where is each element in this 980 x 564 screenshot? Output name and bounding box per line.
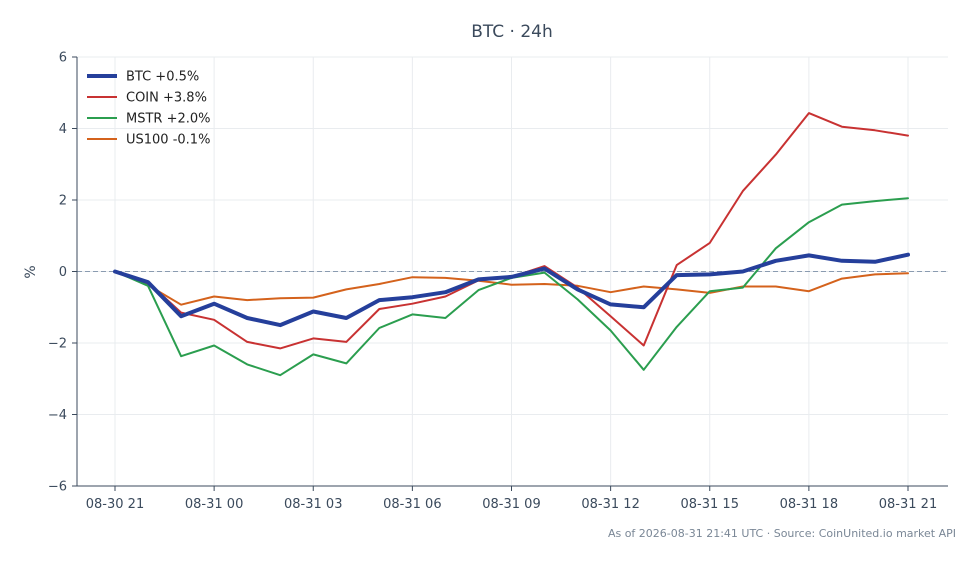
- x-tick-label: 08-31 00: [185, 497, 243, 512]
- series-line: [113, 252, 910, 328]
- series-line: [114, 270, 909, 306]
- x-tick-label: 08-31 15: [681, 497, 739, 512]
- x-tick-label: 08-31 03: [284, 497, 342, 512]
- legend-label: US100 -0.1%: [126, 133, 210, 148]
- y-tick-label: 6: [59, 51, 67, 66]
- legend-label: COIN +3.8%: [126, 91, 207, 106]
- legend: BTC +0.5% COIN +3.8% MSTR +2.0% US100 -0.1%: [87, 70, 211, 148]
- x-tick-label: 08-31 09: [482, 497, 540, 512]
- y-tick-label: 2: [59, 194, 67, 209]
- legend-label: MSTR +2.0%: [126, 112, 211, 127]
- y-tick-labels: 6 4 2 0 −2 −4 −6: [48, 51, 77, 495]
- legend-label: BTC +0.5%: [126, 70, 199, 85]
- x-tick-label: 08-31 18: [780, 497, 838, 512]
- y-tick-label: −2: [48, 337, 67, 352]
- y-tick-label: 4: [59, 122, 67, 137]
- x-tick-labels: 08-30 21 08-31 00 08-31 03 08-31 06 08-31 09…: [86, 486, 937, 512]
- x-tick-label: 08-31 06: [383, 497, 441, 512]
- x-tick-label: 08-30 21: [86, 497, 144, 512]
- y-axis-label: %: [23, 265, 39, 278]
- x-tick-label: 08-31 21: [879, 497, 937, 512]
- y-tick-label: 0: [59, 265, 67, 280]
- footer-source-note: As of 2026-08-31 21:41 UTC · Source: Coi…: [608, 527, 956, 540]
- chart-title: BTC · 24h: [471, 22, 553, 42]
- x-tick-label: 08-31 12: [581, 497, 639, 512]
- y-tick-label: −6: [48, 480, 67, 495]
- y-tick-label: −4: [48, 408, 67, 423]
- series-layer: [113, 112, 910, 377]
